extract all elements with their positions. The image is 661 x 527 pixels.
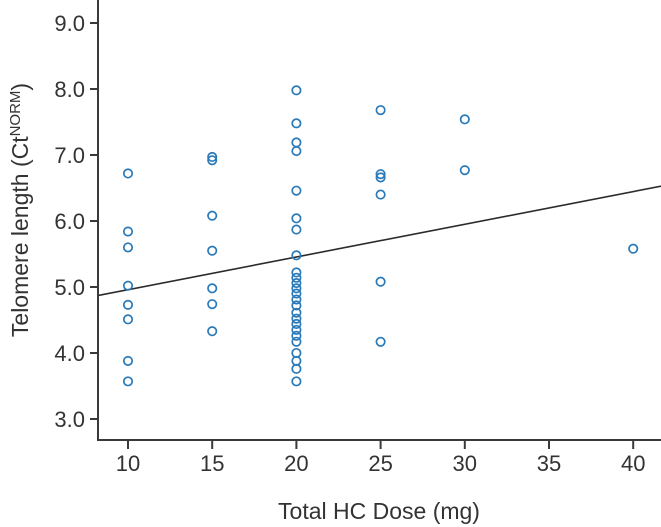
x-tick-label: 35	[537, 451, 561, 476]
data-point	[291, 336, 302, 347]
data-point	[207, 155, 218, 166]
data-point	[291, 307, 302, 318]
x-tick-label: 10	[116, 451, 140, 476]
data-point	[291, 213, 302, 224]
data-point	[122, 280, 134, 291]
data-point	[291, 376, 302, 387]
x-axis-label: Total HC Dose (mg)	[278, 498, 480, 524]
y-tick-label: 6.0	[54, 209, 85, 234]
x-tick-label: 30	[453, 451, 477, 476]
y-axis-label-base: Telomere length (Ct	[7, 136, 33, 337]
x-tick-label: 25	[368, 451, 392, 476]
data-point	[122, 242, 134, 253]
y-axis-label-close: )	[7, 83, 33, 91]
data-point	[291, 145, 302, 157]
data-point	[375, 105, 386, 116]
y-tick-label: 5.0	[54, 275, 85, 300]
data-point	[375, 336, 386, 347]
data-point	[207, 283, 218, 294]
data-point	[375, 172, 386, 183]
data-point	[291, 288, 302, 299]
data-point	[291, 300, 302, 311]
data-point	[291, 137, 302, 148]
data-point	[122, 168, 134, 179]
data-point	[291, 330, 302, 341]
data-point	[122, 355, 134, 366]
y-tick-label: 8.0	[54, 77, 85, 102]
data-point	[375, 169, 386, 180]
data-point	[459, 165, 470, 176]
data-point	[375, 276, 386, 287]
data-point	[122, 299, 134, 310]
data-point	[291, 267, 302, 278]
data-point	[291, 224, 302, 235]
data-point	[291, 185, 302, 196]
y-tick-label: 3.0	[54, 407, 85, 432]
y-axis-label: Telomere length (CtNORM)	[7, 83, 33, 337]
data-point	[207, 326, 218, 337]
y-axis-label-superscript: NORM	[7, 91, 24, 137]
data-point	[207, 210, 218, 221]
data-point	[207, 299, 218, 310]
data-point	[291, 272, 302, 283]
data-point	[291, 250, 302, 261]
data-point	[291, 118, 302, 129]
x-tick-label: 40	[621, 451, 645, 476]
data-point	[291, 277, 302, 289]
data-point	[628, 243, 639, 254]
data-point	[207, 245, 218, 256]
data-point	[122, 376, 134, 387]
data-point	[291, 313, 302, 324]
data-point	[291, 363, 302, 374]
data-points-group	[122, 85, 639, 387]
trend-line	[97, 185, 661, 297]
data-point	[291, 85, 302, 96]
x-tick-label: 15	[200, 451, 224, 476]
data-point	[122, 226, 134, 237]
data-point	[291, 318, 302, 330]
data-point	[122, 314, 134, 325]
data-point	[207, 151, 218, 163]
data-point	[291, 324, 302, 335]
data-point	[291, 283, 302, 294]
x-tick-label: 20	[284, 451, 308, 476]
y-tick-label: 7.0	[54, 143, 85, 168]
data-point	[459, 114, 470, 125]
trend-line-group	[97, 185, 661, 297]
y-tick-label: 4.0	[54, 341, 85, 366]
data-point	[291, 294, 302, 305]
y-tick-label: 9.0	[54, 11, 85, 36]
data-point	[375, 189, 386, 200]
axis-ticks-group: 3.0 4.0 5.0 6.0 7.0 8.0 9.0 10 15 20 25 30 35 40	[54, 11, 645, 476]
